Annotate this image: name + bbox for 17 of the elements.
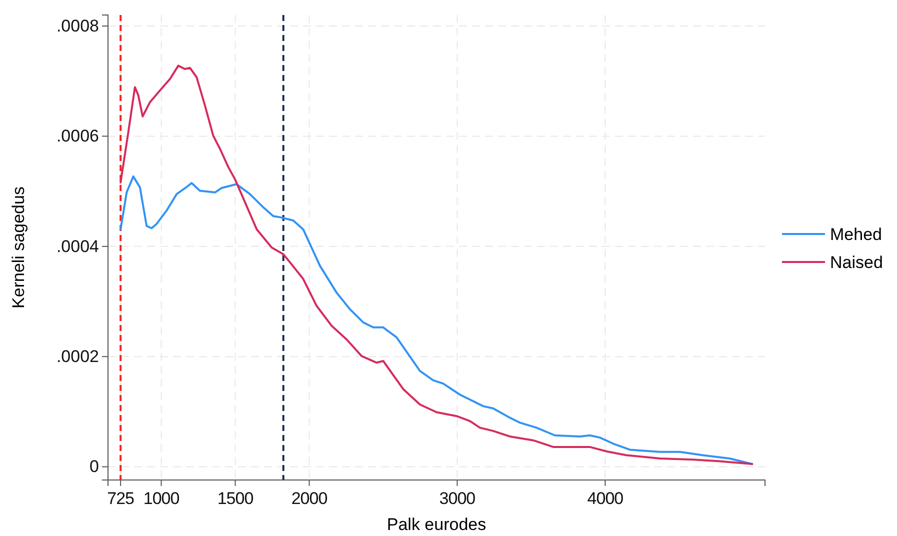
legend-label: Mehed (830, 225, 882, 244)
x-tick-label: 725 (107, 489, 134, 508)
y-axis-title: Kerneli sagedus (9, 186, 28, 308)
y-tick-label: 0 (90, 457, 99, 476)
x-axis-title: Palk eurodes (386, 515, 486, 534)
legend-label: Naised (830, 253, 883, 272)
x-tick-label: 4000 (587, 489, 624, 508)
y-tick-label: .0004 (56, 236, 99, 256)
y-tick-label: .0006 (56, 126, 99, 146)
line-series (120, 64, 754, 466)
y-tick-label: .0002 (56, 347, 99, 366)
x-tick-label: 1500 (217, 489, 254, 508)
x-tick-label: 2000 (291, 489, 328, 508)
x-tick-label: 3000 (439, 489, 476, 508)
y-tick-label: .0008 (56, 16, 99, 36)
x-tick-label: 1000 (143, 489, 180, 508)
line-series (120, 175, 754, 466)
